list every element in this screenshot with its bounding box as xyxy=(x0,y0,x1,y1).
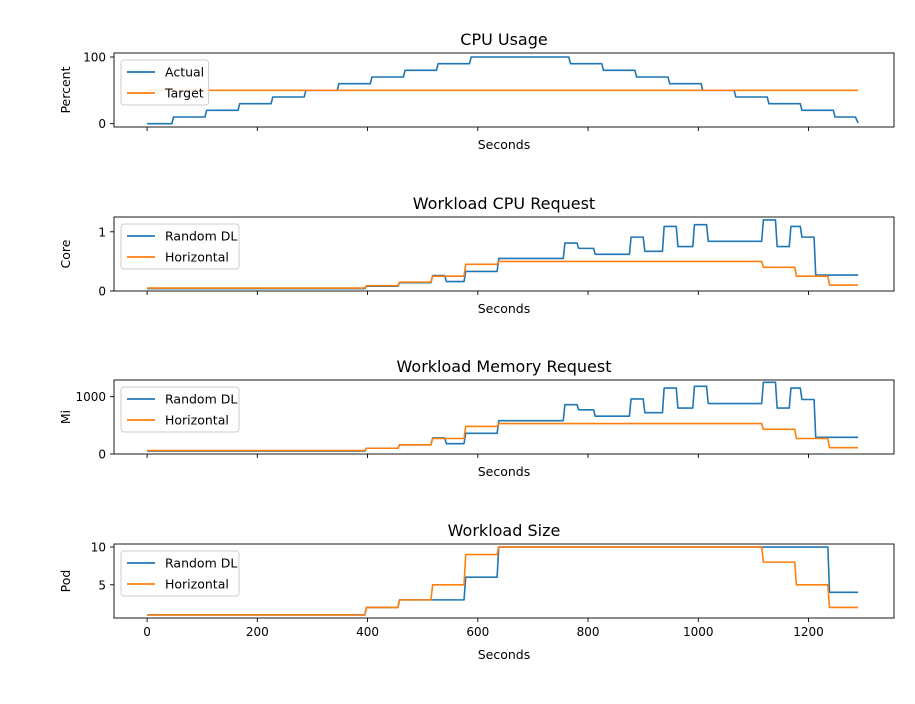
legend-label: Actual xyxy=(165,65,204,80)
y-axis-label: Mi xyxy=(58,410,73,424)
y-axis-label: Core xyxy=(58,239,73,268)
series-line-random-dl xyxy=(147,546,859,616)
subplot-2: Workload CPU Request 0 1 Seconds Core Random … xyxy=(58,194,895,316)
y-tick-label: 10 xyxy=(91,541,106,555)
y-tick-label: 5 xyxy=(98,578,106,592)
chart-title: Workload Size xyxy=(448,521,561,540)
x-axis-label: Seconds xyxy=(478,301,531,316)
series-line-actual xyxy=(147,56,859,125)
y-tick-label: 0 xyxy=(98,448,106,462)
legend: Actual Target xyxy=(120,59,210,106)
x-axis-label: Seconds xyxy=(478,137,531,152)
x-tick-label: 600 xyxy=(466,625,489,639)
chart-title: Workload CPU Request xyxy=(413,194,595,213)
x-tick-label: 800 xyxy=(577,625,600,639)
chart-title: CPU Usage xyxy=(460,30,547,49)
legend-label: Horizontal xyxy=(165,250,229,265)
y-tick-label: 1 xyxy=(98,225,106,239)
axes-frame xyxy=(113,543,895,619)
y-axis-label: Pod xyxy=(58,570,73,593)
legend: Random DL Horizontal xyxy=(120,223,240,270)
legend-label: Random DL xyxy=(165,556,237,571)
x-axis-label: Seconds xyxy=(478,647,531,662)
series-line-horizontal xyxy=(147,546,859,616)
y-tick-label: 100 xyxy=(83,51,106,65)
series-line-random-dl xyxy=(147,219,859,290)
x-tick-label: 1000 xyxy=(683,625,714,639)
axes-frame xyxy=(113,52,895,128)
legend-label: Horizontal xyxy=(165,413,229,428)
series-line-random-dl xyxy=(147,381,859,452)
x-axis-label: Seconds xyxy=(478,464,531,479)
y-axis-label: Percent xyxy=(58,66,73,113)
x-tick-label: 400 xyxy=(356,625,379,639)
axes-frame xyxy=(113,379,895,455)
legend-label: Target xyxy=(164,86,204,101)
subplot-3: Workload Memory Request 0 1000 Seconds Mi Ran… xyxy=(58,357,895,479)
x-tick-label: 1200 xyxy=(793,625,824,639)
legend-label: Random DL xyxy=(165,229,237,244)
legend: Random DL Horizontal xyxy=(120,386,240,433)
series-line-horizontal xyxy=(147,422,859,452)
y-tick-label: 0 xyxy=(98,117,106,131)
series-line-horizontal xyxy=(147,260,859,289)
subplot-4: Workload Size 0 200 400 600 800 1000 1200 5 10 Sec… xyxy=(58,521,895,662)
subplot-1: CPU Usage 0 100 Seconds Percent Actual Target xyxy=(58,30,895,152)
axes-frame xyxy=(113,216,895,292)
chart-title: Workload Memory Request xyxy=(397,357,612,376)
legend-label: Random DL xyxy=(165,392,237,407)
legend: Random DL Horizontal xyxy=(120,550,240,597)
x-tick-label: 0 xyxy=(143,625,151,639)
legend-label: Horizontal xyxy=(165,577,229,592)
y-tick-label: 0 xyxy=(98,285,106,299)
x-tick-label: 200 xyxy=(246,625,269,639)
y-tick-label: 1000 xyxy=(75,390,106,404)
